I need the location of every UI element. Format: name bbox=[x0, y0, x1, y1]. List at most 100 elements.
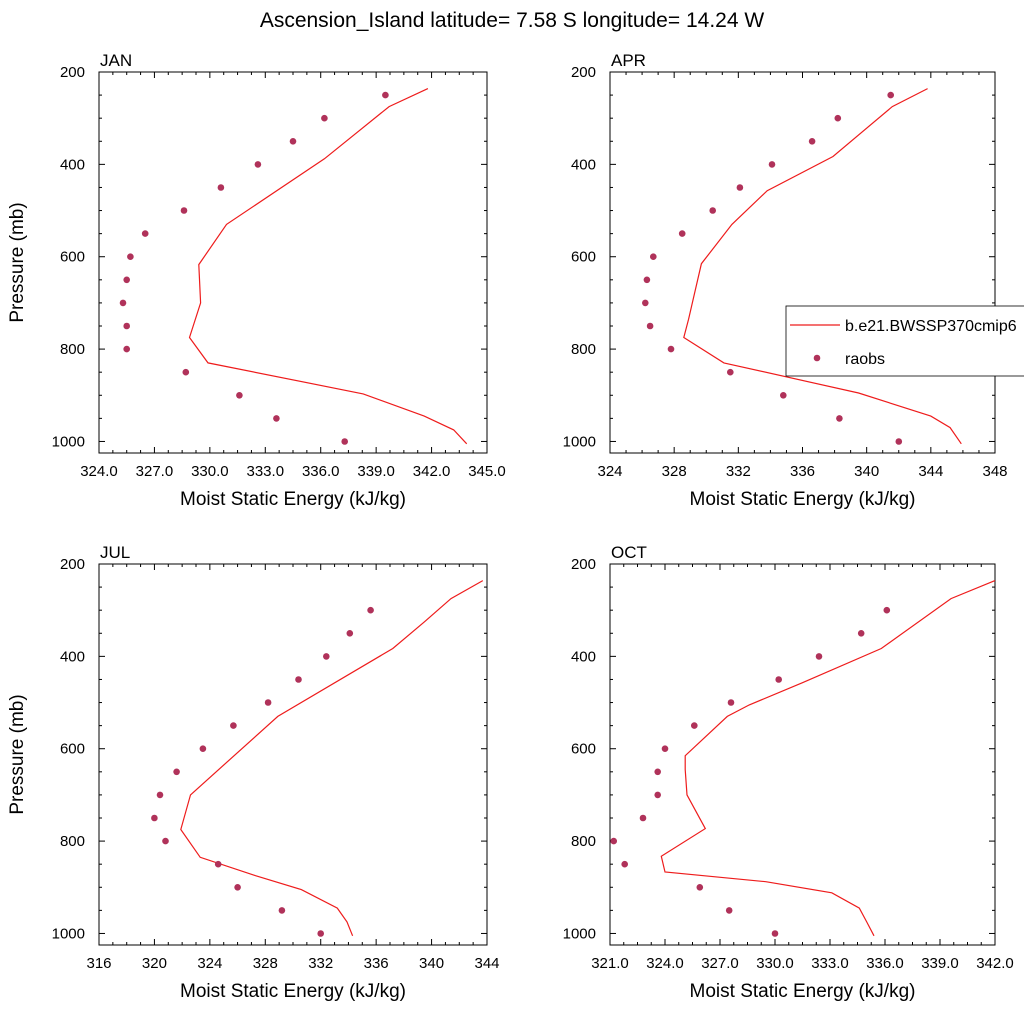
panel-oct-y-tick-label: 200 bbox=[571, 556, 596, 573]
panel-apr-obs-point bbox=[780, 392, 787, 399]
legend-obs-label: raobs bbox=[845, 351, 885, 368]
panel-jan-obs-point bbox=[273, 415, 280, 422]
panel-oct-model-line bbox=[660, 580, 996, 937]
panel-oct-obs-point bbox=[883, 606, 891, 614]
panel-oct-obs-point bbox=[725, 907, 733, 914]
panel-oct-x-tick-label: 342.0 bbox=[976, 955, 1014, 972]
panel-oct-obs-point bbox=[691, 722, 698, 729]
panel-apr-obs-point bbox=[727, 368, 734, 376]
panel-jul-obs-point bbox=[199, 745, 207, 752]
panel-apr-x-tick-label: 324 bbox=[597, 463, 622, 480]
panel-oct-x-tick-label: 327.0 bbox=[701, 955, 739, 972]
panel-oct-x-tick-label: 339.0 bbox=[921, 955, 959, 972]
panel-jan-y-tick-label: 200 bbox=[60, 64, 85, 81]
panel-apr-obs-point bbox=[650, 253, 657, 260]
panel-oct-y-tick-label: 600 bbox=[571, 741, 596, 758]
panel-jan-obs-point bbox=[123, 345, 130, 353]
panel-oct-obs-point bbox=[771, 930, 779, 937]
panel-jan-obs-point bbox=[341, 438, 349, 445]
panel-jan-obs-point bbox=[180, 207, 188, 214]
panel-oct-y-tick-label: 1000 bbox=[563, 925, 596, 942]
panel-jan-obs-point bbox=[321, 114, 328, 122]
panel-jan-frame bbox=[98, 71, 488, 454]
panel-jan-y-axis-label: Pressure (mb) bbox=[7, 202, 28, 322]
panel-oct-obs-point bbox=[727, 699, 735, 706]
panel-apr-obs-point bbox=[642, 299, 649, 307]
panel-jul-obs-point bbox=[323, 653, 330, 660]
panel-jan-obs-point bbox=[119, 299, 127, 307]
legend-model-label: b.e21.BWSSP370cmip6 bbox=[845, 318, 1017, 335]
panel-apr-x-tick-label: 328 bbox=[662, 463, 687, 480]
panel-oct-obs-point bbox=[857, 630, 865, 637]
panel-jul-x-axis-label: Moist Static Energy (kJ/kg) bbox=[180, 981, 406, 1002]
panel-apr: APR 324 328 332 336 340 344 348 200 400 600 800 1000… bbox=[563, 51, 1008, 510]
panel-jan-x-tick-label: 336.0 bbox=[302, 463, 340, 480]
panel-jul-y-tick-label: 1000 bbox=[52, 925, 85, 942]
panel-apr-x-tick-label: 336 bbox=[790, 463, 815, 480]
panel-jan-obs-point bbox=[123, 322, 130, 330]
legend-box bbox=[785, 305, 1024, 377]
panel-oct-obs-point bbox=[654, 791, 661, 799]
panel-apr-obs-point bbox=[709, 207, 716, 214]
panel-apr-title: APR bbox=[611, 51, 646, 70]
panel-jul-x-tick-label: 316 bbox=[86, 955, 111, 972]
panel-jan-x-tick-label: 324.0 bbox=[80, 463, 118, 480]
panel-oct-obs-point bbox=[775, 676, 782, 683]
legend-obs-marker bbox=[813, 354, 821, 362]
panel-jan-obs-point bbox=[141, 230, 149, 237]
panel-oct-obs-point bbox=[621, 860, 628, 868]
panel-apr-obs-point bbox=[887, 91, 894, 99]
panel-jul-obs-point bbox=[346, 630, 354, 637]
panel-oct-obs-point bbox=[696, 884, 704, 891]
panel-jan-x-tick-label: 342.0 bbox=[413, 463, 451, 480]
panel-jan-x-tick-label: 330.0 bbox=[191, 463, 229, 480]
panel-apr-obs-point bbox=[808, 138, 816, 145]
panel-jul-obs-point bbox=[234, 884, 241, 891]
panel-apr-y-tick-label: 200 bbox=[571, 64, 596, 81]
panel-jul-x-tick-label: 320 bbox=[142, 955, 167, 972]
panel-jul-obs-point bbox=[151, 814, 158, 822]
panel-jul-y-tick-label: 800 bbox=[60, 833, 85, 850]
panel-jan-obs-point bbox=[254, 161, 262, 168]
panel-oct-x-tick-label: 333.0 bbox=[811, 955, 849, 972]
panel-jan-x-tick-label: 339.0 bbox=[357, 463, 395, 480]
panel-apr-obs-point bbox=[667, 345, 675, 353]
panel-jul-obs-point bbox=[278, 907, 286, 914]
panel-jul-obs-point bbox=[214, 860, 222, 868]
panel-jul-y-axis-label: Pressure (mb) bbox=[7, 694, 28, 814]
panel-jan-obs-point bbox=[127, 253, 134, 260]
panel-oct-obs-point bbox=[654, 768, 661, 776]
panel-jan-obs-point bbox=[382, 91, 389, 99]
panel-jan-y-tick-label: 1000 bbox=[52, 433, 85, 450]
panel-oct-obs-point bbox=[639, 814, 647, 822]
panel-oct-title: OCT bbox=[611, 543, 647, 562]
panel-jul-x-tick-label: 340 bbox=[419, 955, 444, 972]
panel-jul-x-tick-label: 324 bbox=[197, 955, 222, 972]
panel-jan-y-tick-label: 600 bbox=[60, 249, 85, 266]
panel-apr-obs-point bbox=[834, 114, 842, 122]
panel-jul-y-tick-label: 200 bbox=[60, 556, 85, 573]
panel-oct-x-tick-label: 324.0 bbox=[646, 955, 684, 972]
panel-jan-obs-point bbox=[289, 138, 297, 145]
panel-apr-x-tick-label: 340 bbox=[854, 463, 879, 480]
panel-jan-obs-point bbox=[182, 368, 190, 376]
panel-jan-model-line bbox=[188, 88, 468, 445]
panel-jul-obs-point bbox=[173, 768, 180, 776]
panel-apr-y-tick-label: 800 bbox=[571, 341, 596, 358]
panel-apr-obs-point bbox=[678, 230, 686, 237]
panel-jul-obs-point bbox=[230, 722, 237, 729]
panel-jul-y-tick-label: 400 bbox=[60, 648, 85, 665]
panel-jul-obs-point bbox=[156, 791, 164, 799]
panel-oct-obs-point bbox=[815, 653, 823, 660]
panel-apr-obs-point bbox=[768, 161, 776, 168]
panel-apr-x-axis-label: Moist Static Energy (kJ/kg) bbox=[690, 489, 916, 510]
panel-jul-frame bbox=[98, 563, 488, 946]
panel-jan-title: JAN bbox=[100, 51, 132, 70]
panel-apr-y-tick-label: 600 bbox=[571, 249, 596, 266]
panel-jul-x-tick-label: 336 bbox=[364, 955, 389, 972]
panel-apr-frame bbox=[609, 71, 996, 454]
panel-jul: JUL 316 320 324 328 332 336 340 344 200 400 600 800 1… bbox=[7, 543, 500, 1002]
panel-apr-x-tick-label: 344 bbox=[918, 463, 943, 480]
panel-oct: OCT 321.0 324.0 327.0 330.0 333.0 336.0 339.0 34… bbox=[563, 543, 1014, 1002]
